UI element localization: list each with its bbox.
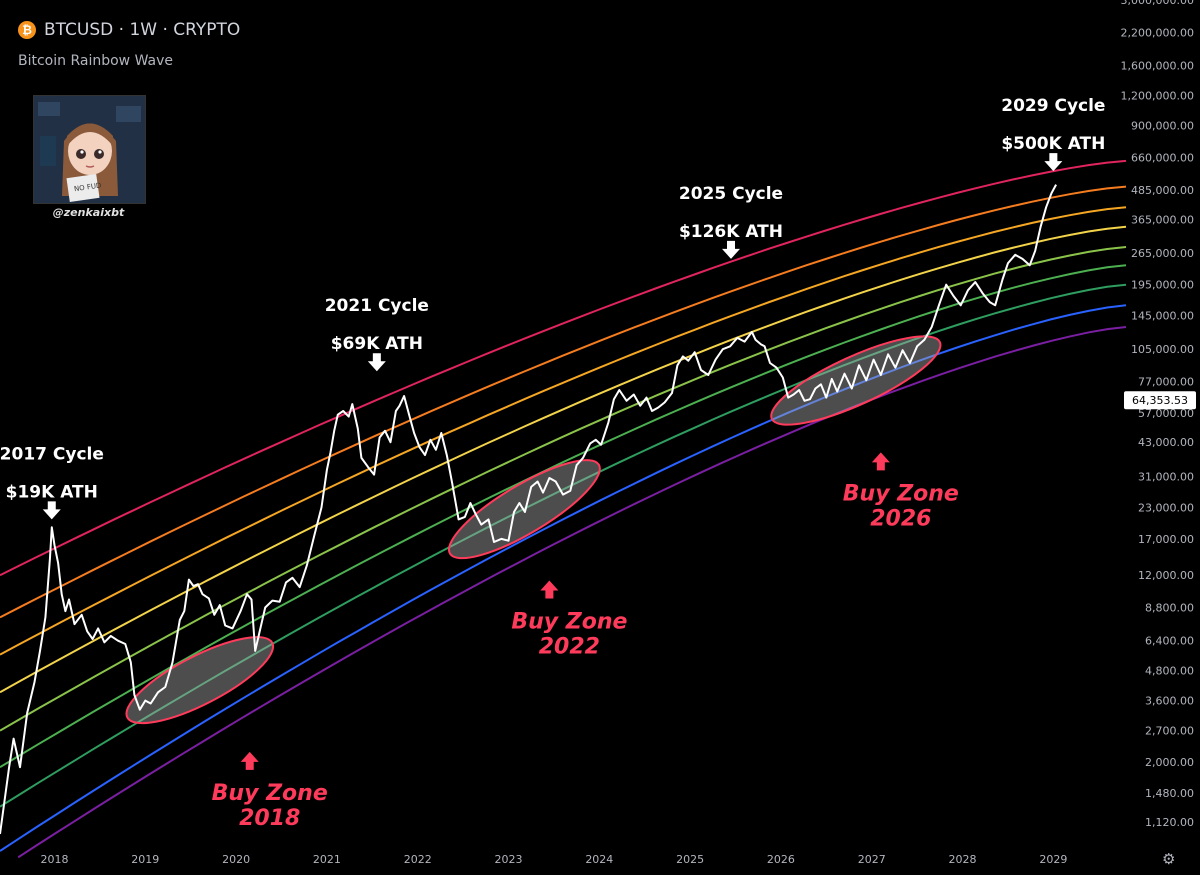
annotation-4-line-1: 2029 Cycle: [1001, 96, 1105, 116]
y-tick-label: 1,120.00: [1145, 816, 1194, 829]
indicator-label[interactable]: Bitcoin Rainbow Wave: [18, 53, 173, 69]
y-tick-label: 31,000.00: [1138, 470, 1194, 483]
x-tick-label: 2019: [131, 853, 159, 866]
current-price-label: 64,353.53: [1132, 394, 1188, 407]
y-tick-label: 6,400.00: [1145, 635, 1194, 648]
y-tick-label: 2,000.00: [1145, 756, 1194, 769]
current-price-badge: [1124, 391, 1196, 410]
x-tick-label: 2029: [1039, 853, 1067, 866]
annotation-3-line-1: 2025 Cycle: [679, 184, 783, 204]
y-tick-label: 105,000.00: [1131, 343, 1194, 356]
y-tick-label: 43,000.00: [1138, 436, 1194, 449]
annotation-1-line-1: 2017 Cycle: [0, 444, 104, 464]
annotation-2-line-2: $69K ATH: [331, 334, 423, 354]
x-tick-label: 2028: [949, 853, 977, 866]
rainbow-band-9: [17, 326, 1127, 859]
up-arrow-icon: [240, 751, 259, 770]
x-tick-label: 2022: [404, 853, 432, 866]
avatar: NO FUD: [33, 95, 146, 204]
rainbow-band-8: [0, 304, 1127, 852]
y-tick-label: 17,000.00: [1138, 533, 1194, 546]
annotation-6-line-1: Buy Zone: [511, 610, 627, 635]
y-tick-label: 3,600.00: [1145, 695, 1194, 708]
down-arrow-icon: [1044, 153, 1063, 172]
rainbow-band-7: [0, 283, 1127, 808]
y-tick-label: 1,600,000.00: [1121, 59, 1194, 72]
up-arrow-icon: [540, 580, 559, 599]
x-tick-label: 2025: [676, 853, 704, 866]
y-tick-label: 23,000.00: [1138, 501, 1194, 514]
annotation-4-line-2: $500K ATH: [1001, 134, 1105, 154]
y-tick-label: 4,800.00: [1145, 665, 1194, 678]
y-tick-label: 660,000.00: [1131, 152, 1194, 165]
y-tick-label: 900,000.00: [1131, 119, 1194, 132]
bitcoin-icon: ₿: [18, 21, 36, 39]
y-tick-label: 485,000.00: [1131, 184, 1194, 197]
y-tick-label: 365,000.00: [1131, 213, 1194, 226]
y-tick-label: 1,480.00: [1145, 787, 1194, 800]
x-tick-label: 2024: [585, 853, 613, 866]
buy-zone-ellipse-1: [125, 636, 275, 725]
annotation-6-line-2: 2022: [539, 635, 600, 660]
avatar-sign-text: NO FUD: [74, 181, 102, 193]
rainbow-band-1: [0, 159, 1127, 577]
rainbow-band-2: [0, 185, 1127, 619]
annotation-7-line-2: 2026: [870, 506, 931, 531]
y-tick-label: 2,700.00: [1145, 725, 1194, 738]
rainbow-band-3: [0, 206, 1127, 656]
y-tick-label: 12,000.00: [1138, 569, 1194, 582]
annotation-1-line-2: $19K ATH: [6, 482, 98, 502]
annotation-5-line-1: Buy Zone: [212, 781, 328, 806]
chart-header: ₿ BTCUSD · 1W · CRYPTO: [18, 20, 240, 40]
avatar-portrait-icon: NO FUD: [34, 96, 145, 203]
price-series-line: [0, 184, 1057, 835]
y-tick-label: 195,000.00: [1131, 279, 1194, 292]
y-tick-label: 8,800.00: [1145, 601, 1194, 614]
x-tick-label: 2021: [313, 853, 341, 866]
symbol-title[interactable]: BTCUSD · 1W · CRYPTO: [44, 20, 241, 40]
rainbow-band-5: [0, 246, 1127, 732]
y-tick-label: 77,000.00: [1138, 376, 1194, 389]
annotation-7-line-1: Buy Zone: [843, 481, 959, 506]
x-tick-label: 2020: [222, 853, 250, 866]
up-arrow-icon: [871, 452, 890, 471]
y-tick-label: 265,000.00: [1131, 247, 1194, 260]
x-tick-label: 2026: [767, 853, 795, 866]
y-tick-label: 2,200,000.00: [1121, 26, 1194, 39]
annotation-2-line-1: 2021 Cycle: [325, 296, 429, 316]
y-tick-label: 57,000.00: [1138, 407, 1194, 420]
down-arrow-icon: [42, 501, 61, 520]
x-tick-label: 2023: [495, 853, 523, 866]
down-arrow-icon: [367, 353, 386, 372]
down-arrow-icon: [721, 240, 740, 259]
annotation-3-line-2: $126K ATH: [679, 222, 783, 242]
watermark-handle: @zenkaixbt: [52, 206, 125, 219]
gear-icon[interactable]: ⚙: [1162, 850, 1176, 868]
y-tick-label: 1,200,000.00: [1121, 89, 1194, 102]
y-tick-label: 3,000,000.00: [1121, 0, 1194, 7]
y-tick-label: 145,000.00: [1131, 310, 1194, 323]
x-tick-label: 2018: [40, 853, 68, 866]
annotation-5-line-2: 2018: [239, 806, 300, 831]
x-tick-label: 2027: [858, 853, 886, 866]
buy-zone-ellipse-2: [447, 459, 601, 560]
